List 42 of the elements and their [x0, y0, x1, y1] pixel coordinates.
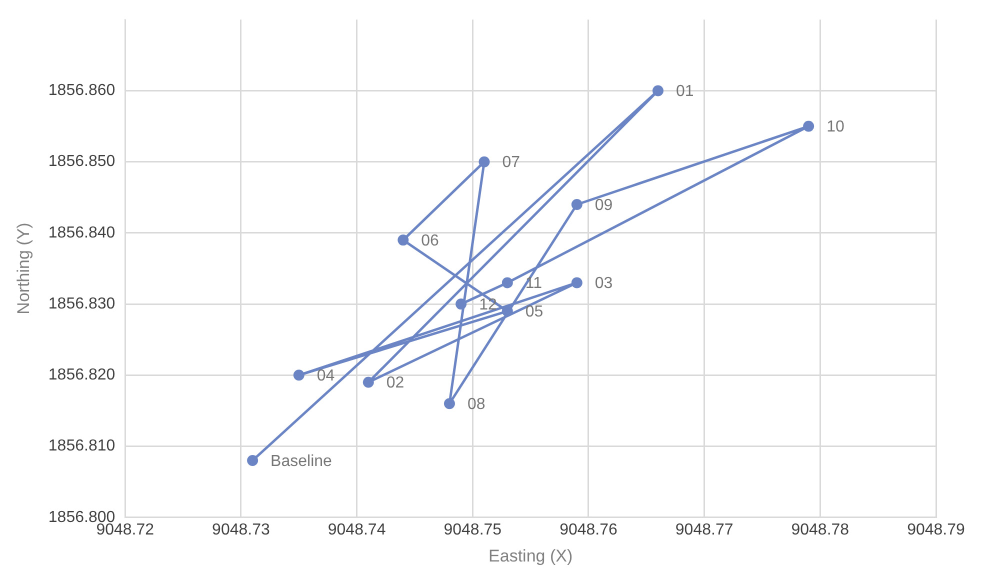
- point: [571, 198, 582, 210]
- y-tick-label: 1856.840: [48, 224, 116, 242]
- y-tick-label: 1856.860: [48, 82, 116, 100]
- x-axis-title: Easting (X): [488, 546, 573, 566]
- annotation: 04: [316, 368, 335, 385]
- annotation: 09: [594, 196, 613, 214]
- point: [456, 298, 467, 310]
- y-tick-label: 1856.820: [48, 366, 116, 384]
- annotation: 08: [467, 396, 486, 414]
- y-tick-label: 1856.810: [48, 438, 116, 455]
- x-tick-label: 9048.73: [212, 521, 270, 538]
- x-tick-label: 9048.78: [791, 521, 850, 538]
- y-axis-title: Northing (Y): [14, 222, 33, 314]
- annotation: 07: [502, 154, 520, 172]
- annotation: 10: [826, 118, 844, 136]
- x-tick-label: 9048.74: [328, 521, 386, 538]
- x-tick-label: 9048.77: [675, 521, 734, 538]
- point: [502, 306, 513, 317]
- point: [293, 370, 304, 381]
- annotation: 06: [421, 232, 440, 250]
- point: [502, 277, 513, 288]
- annotation: 12: [479, 296, 497, 314]
- x-tick-label: 9048.76: [560, 521, 618, 538]
- point: [398, 234, 409, 246]
- y-tick-label: 1856.830: [48, 295, 116, 312]
- point: [362, 376, 374, 388]
- point: [571, 277, 582, 288]
- annotation: 05: [525, 304, 544, 321]
- annotation: 11: [525, 275, 542, 292]
- point: [444, 398, 455, 410]
- annotation: 03: [594, 275, 613, 292]
- x-tick-label: 9048.75: [444, 521, 502, 538]
- annotation: 02: [386, 374, 404, 392]
- point: [247, 455, 258, 466]
- point: [803, 120, 814, 132]
- point: [652, 85, 664, 96]
- point: [478, 156, 490, 168]
- annotation: 01: [676, 83, 694, 100]
- y-tick-label: 1856.850: [48, 153, 116, 170]
- annotation: Baseline: [270, 452, 332, 470]
- x-tick-label: 9048.72: [96, 521, 154, 538]
- x-tick-label: 9048.79: [907, 521, 966, 538]
